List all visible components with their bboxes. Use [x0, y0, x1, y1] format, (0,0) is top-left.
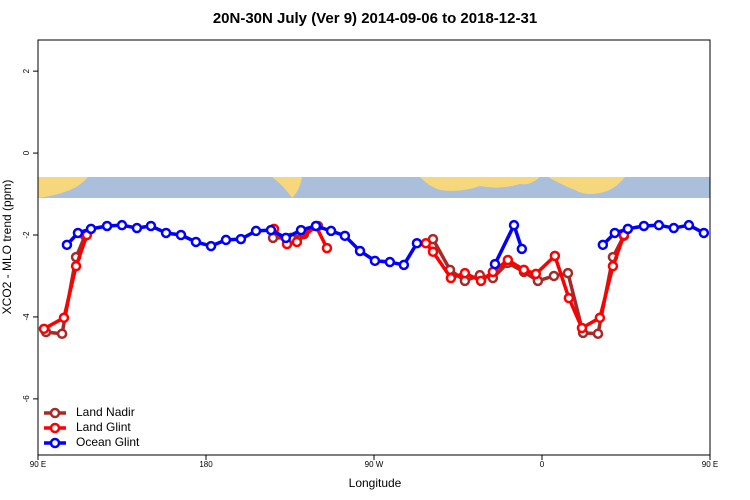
- point: [220, 234, 232, 246]
- point: [175, 229, 187, 241]
- point: [321, 242, 333, 254]
- legend-label: Land Nadir: [76, 405, 135, 419]
- point: [445, 272, 457, 284]
- point: [548, 270, 560, 282]
- point: [530, 268, 542, 280]
- point: [475, 275, 487, 287]
- point: [683, 219, 695, 231]
- point: [310, 220, 322, 232]
- y-tick-label: 0: [22, 150, 31, 155]
- legend-label: Ocean Glint: [76, 435, 140, 449]
- point: [56, 328, 68, 339]
- point: [190, 236, 202, 248]
- point: [38, 323, 50, 335]
- point: [160, 227, 172, 239]
- point: [58, 312, 70, 324]
- y-tick-label: -6: [22, 395, 31, 403]
- point: [597, 239, 609, 251]
- point: [607, 260, 619, 272]
- point: [459, 267, 471, 279]
- point: [668, 222, 680, 234]
- point: [235, 233, 247, 245]
- y-tick-label: -2: [22, 231, 31, 239]
- point: [384, 256, 396, 268]
- point: [250, 225, 262, 237]
- legend-marker: [49, 422, 61, 434]
- point: [205, 240, 217, 252]
- point: [502, 254, 514, 266]
- point: [698, 227, 710, 239]
- x-tick-label: 0: [540, 460, 545, 469]
- point: [576, 322, 588, 334]
- point: [420, 237, 432, 249]
- point: [549, 250, 561, 262]
- point: [354, 245, 366, 257]
- legend-marker: [49, 437, 61, 449]
- point: [411, 237, 423, 249]
- point: [72, 227, 84, 239]
- point: [295, 224, 307, 236]
- y-axis-label: XCO2 - MLO trend (ppm): [0, 180, 14, 315]
- point: [116, 219, 128, 231]
- point: [131, 222, 143, 234]
- x-tick-label: 90 E: [30, 460, 46, 469]
- y-tick-label: 2: [22, 68, 31, 73]
- point: [594, 312, 606, 324]
- point: [609, 227, 621, 239]
- x-tick-label: 90 E: [702, 460, 718, 469]
- legend-marker: [49, 407, 61, 419]
- x-axis-label: Longitude: [349, 476, 402, 490]
- legend-label: Land Glint: [76, 420, 131, 434]
- point: [265, 224, 277, 236]
- point: [516, 243, 528, 255]
- plot-frame: [37, 39, 711, 456]
- map-strip: [38, 177, 710, 198]
- point: [489, 258, 501, 270]
- point: [592, 328, 604, 339]
- point: [622, 223, 634, 235]
- point: [563, 292, 575, 304]
- point: [101, 220, 113, 232]
- point: [518, 264, 530, 276]
- x-tick-label: 180: [199, 460, 213, 469]
- point: [398, 259, 410, 271]
- point: [145, 220, 157, 232]
- point: [85, 223, 97, 235]
- y-tick-label: -4: [22, 313, 31, 321]
- chart-title: 20N-30N July (Ver 9) 2014-09-06 to 2018-…: [213, 10, 537, 27]
- point: [339, 230, 351, 242]
- point: [562, 267, 574, 279]
- point: [325, 225, 337, 237]
- point: [427, 246, 439, 258]
- point: [653, 219, 665, 231]
- point: [638, 220, 650, 232]
- point: [291, 236, 303, 248]
- point: [70, 260, 82, 272]
- point: [508, 219, 520, 231]
- point: [369, 255, 381, 267]
- point: [280, 232, 292, 244]
- point: [61, 239, 73, 251]
- x-tick-label: 90 W: [365, 460, 384, 469]
